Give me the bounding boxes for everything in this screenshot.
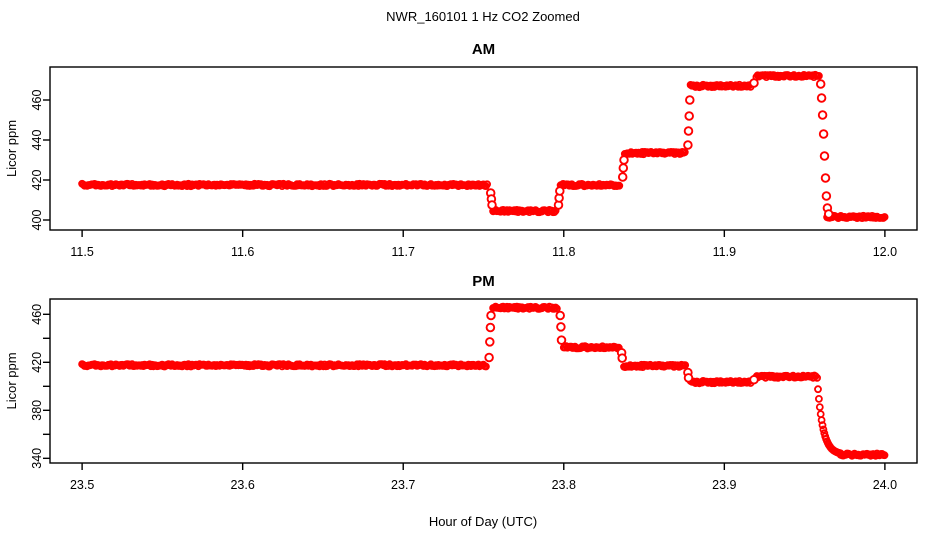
x-tick-label: 24.0 xyxy=(873,478,897,492)
x-tick-label: 23.7 xyxy=(391,478,415,492)
transition-point xyxy=(485,337,495,347)
transition-point xyxy=(685,95,695,105)
transition-point xyxy=(487,200,497,210)
transition-point xyxy=(749,374,759,385)
transition-point xyxy=(749,78,759,88)
panels-group: AM 11.5 11.6 11.7 11.8 11.9 12.0 400 420 440 460 Li… xyxy=(4,41,918,492)
x-tick-label: 11.6 xyxy=(231,245,254,259)
figure-title: NWR_160101 1 Hz CO2 Zoomed xyxy=(386,9,580,24)
x-tick-label: 12.0 xyxy=(873,245,897,259)
transition-point xyxy=(555,186,565,196)
x-tick-label: 11.7 xyxy=(392,245,415,259)
transition-point xyxy=(823,209,834,219)
y-tick-label: 400 xyxy=(30,210,44,231)
x-axis-title: Hour of Day (UTC) xyxy=(429,514,537,529)
transition-point xyxy=(684,111,694,121)
panel-title-pm: PM xyxy=(472,273,495,290)
transition-point xyxy=(486,310,496,321)
y-tick-label: 380 xyxy=(30,400,44,421)
y-axis-title: Licor ppm xyxy=(4,120,19,177)
transition-point xyxy=(484,352,494,363)
transition-point xyxy=(555,310,565,321)
transition-point xyxy=(816,93,827,103)
data-segments xyxy=(78,70,889,223)
transition-point xyxy=(820,173,831,183)
transition-point xyxy=(818,129,829,139)
x-tick-label: 11.9 xyxy=(713,245,736,259)
y-tick-label: 440 xyxy=(30,130,44,151)
transition-point xyxy=(683,373,694,383)
data-segments xyxy=(78,302,889,460)
y-tick-label: 420 xyxy=(30,352,44,373)
x-tick-label: 11.5 xyxy=(70,245,93,259)
y-tick-label: 460 xyxy=(30,90,44,111)
x-tick-label: 23.6 xyxy=(230,478,254,492)
y-tick-label: 340 xyxy=(30,448,44,469)
x-tick-label: 23.5 xyxy=(70,478,94,492)
transition-point xyxy=(618,163,629,173)
panel-title-am: AM xyxy=(472,41,495,58)
transition-point xyxy=(485,322,496,333)
plot-box xyxy=(49,298,918,464)
transition-point xyxy=(821,191,832,201)
transition-point xyxy=(617,172,628,182)
transition-point xyxy=(819,151,830,161)
transition-point xyxy=(817,110,828,120)
x-tick-label: 11.8 xyxy=(552,245,575,259)
x-tick-label: 23.9 xyxy=(712,478,736,492)
plot-box xyxy=(49,66,918,231)
transition-point xyxy=(556,322,566,332)
transition-point xyxy=(619,155,629,165)
y-tick-label: 460 xyxy=(30,304,44,325)
transition-point xyxy=(683,126,694,136)
pm-panel: PM 23.5 23.6 23.7 23.8 23.9 24.0 340 380 420 460 Li… xyxy=(4,273,918,492)
x-tick-label: 23.8 xyxy=(552,478,576,492)
decay-tail xyxy=(813,373,845,458)
transition-point xyxy=(617,353,627,363)
y-tick-label: 420 xyxy=(30,170,44,191)
am-panel: AM 11.5 11.6 11.7 11.8 11.9 12.0 400 420 440 460 Li… xyxy=(4,41,918,259)
transition-point xyxy=(815,79,826,89)
transition-point xyxy=(683,140,693,150)
y-axis-title: Licor ppm xyxy=(4,352,19,409)
transition-point xyxy=(556,335,567,345)
